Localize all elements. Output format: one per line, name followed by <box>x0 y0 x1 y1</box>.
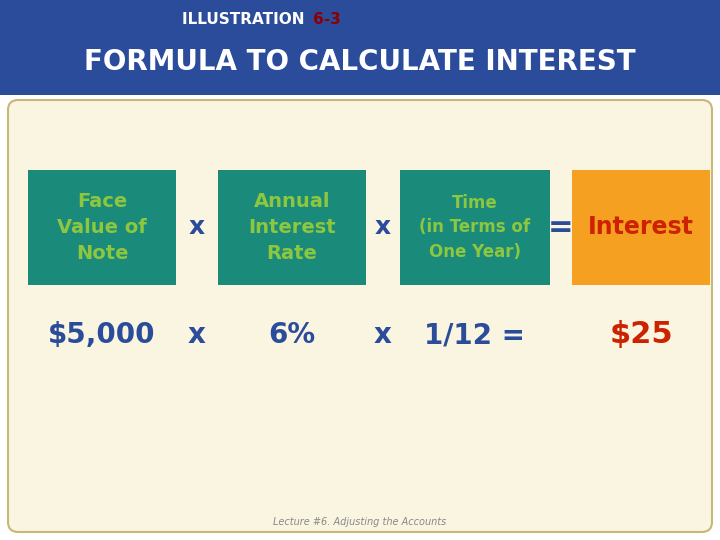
Text: x: x <box>374 321 392 349</box>
Text: x: x <box>375 215 391 240</box>
Text: 1/12 =: 1/12 = <box>425 321 526 349</box>
Text: Annual
Interest
Rate: Annual Interest Rate <box>248 192 336 263</box>
Text: 6-3: 6-3 <box>313 12 341 28</box>
Text: Time
(in Terms of
One Year): Time (in Terms of One Year) <box>420 194 531 261</box>
Text: ILLUSTRATION: ILLUSTRATION <box>182 12 310 28</box>
Bar <box>400 170 550 285</box>
Text: $25: $25 <box>609 321 672 349</box>
Text: FORMULA TO CALCULATE INTEREST: FORMULA TO CALCULATE INTEREST <box>84 48 636 76</box>
Text: =: = <box>548 213 574 242</box>
Text: x: x <box>189 215 205 240</box>
Bar <box>218 170 366 285</box>
Text: $5,000: $5,000 <box>48 321 156 349</box>
Bar <box>572 170 710 285</box>
Text: 6%: 6% <box>269 321 315 349</box>
Text: Face
Value of
Note: Face Value of Note <box>57 192 147 263</box>
Text: Interest: Interest <box>588 215 694 240</box>
Text: x: x <box>188 321 206 349</box>
Bar <box>0 0 720 95</box>
Text: Lecture #6. Adjusting the Accounts: Lecture #6. Adjusting the Accounts <box>274 517 446 527</box>
Bar <box>28 170 176 285</box>
FancyBboxPatch shape <box>8 100 712 532</box>
